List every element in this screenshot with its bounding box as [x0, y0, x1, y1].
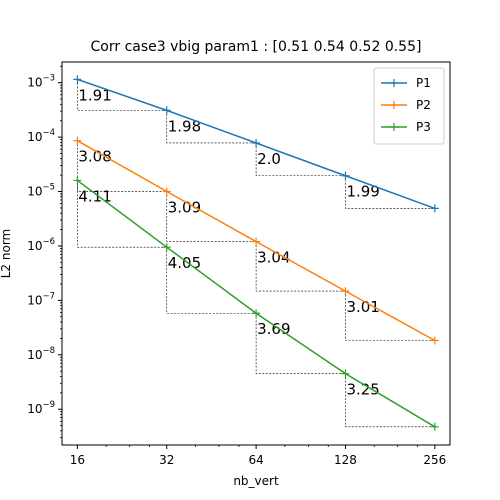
- data-point: [162, 187, 171, 196]
- y-tick-label: 10−4: [27, 128, 55, 144]
- y-tick-label: 10−3: [27, 74, 55, 90]
- legend-box: [373, 67, 445, 145]
- slope-triangle: [345, 175, 435, 209]
- slope-label: 3.09: [168, 199, 201, 217]
- slope-triangle: [345, 291, 435, 341]
- plot-area: 1.91 1.98 2.0 1.99 3.08 3.09 3.04 3.01 4.11 4.05 3…: [73, 75, 439, 431]
- slope-triangle: [166, 247, 257, 314]
- data-point: [341, 171, 350, 180]
- x-tick-label: 256: [423, 453, 446, 467]
- data-point: [73, 75, 82, 84]
- y-tick-label: 10−9: [27, 400, 55, 416]
- slope-triangle: [77, 180, 167, 248]
- chart-title: Corr case3 vbig param1 : [0.51 0.54 0.52…: [91, 39, 422, 55]
- data-point: [341, 369, 350, 378]
- legend-marker: [390, 101, 398, 109]
- slope-label: 1.91: [78, 86, 111, 104]
- data-point: [252, 309, 261, 318]
- legend-label: P1: [416, 76, 431, 90]
- x-tick-label: 16: [70, 453, 85, 467]
- slope-triangle: [255, 142, 346, 177]
- slope-triangle: [166, 191, 257, 242]
- x-tick-label: 64: [248, 453, 263, 467]
- series-line-P3: [76, 179, 436, 428]
- data-point: [430, 336, 439, 345]
- slope-label: 3.04: [257, 249, 290, 267]
- slope-label: 1.98: [168, 117, 201, 135]
- data-point: [341, 287, 350, 296]
- slope-label: 1.99: [346, 183, 379, 201]
- slope-triangle: [255, 241, 346, 292]
- slope-label: 4.11: [78, 187, 111, 205]
- slope-label: 3.69: [257, 320, 290, 338]
- y-tick-label: 10−8: [27, 346, 55, 362]
- x-tick-label: 128: [334, 453, 357, 467]
- axis-ticks: 16 32 64 128 256 10−9 10−8 10−7 10−6 10−5 10−4 10−3: [27, 65, 446, 467]
- y-tick-label: 10−5: [27, 183, 55, 199]
- data-point: [252, 237, 261, 246]
- x-tick-label: 32: [159, 453, 174, 467]
- legend-label: P2: [416, 98, 431, 112]
- legend-label: P3: [416, 120, 431, 134]
- slope-triangle: [345, 373, 435, 428]
- x-axis-label: nb_vert: [233, 474, 279, 488]
- slope-triangle: [166, 110, 257, 144]
- data-point: [430, 422, 439, 431]
- y-tick-label: 10−6: [27, 237, 55, 253]
- y-axis-label: L2 norm: [0, 229, 13, 279]
- data-point: [430, 204, 439, 213]
- slope-label: 3.25: [346, 381, 379, 399]
- slope-label: 4.05: [168, 254, 201, 272]
- slope-label: 2.0: [257, 150, 281, 168]
- y-tick-label: 10−7: [27, 291, 55, 307]
- legend-marker: [390, 123, 398, 131]
- slope-label: 3.08: [78, 148, 111, 166]
- data-point: [162, 106, 171, 115]
- data-point: [162, 243, 171, 252]
- legend-marker: [390, 79, 398, 87]
- data-point: [252, 138, 261, 147]
- slope-triangle: [255, 313, 346, 374]
- slope-label: 3.01: [346, 298, 379, 316]
- data-point: [73, 176, 82, 185]
- legend: P1 P2 P3: [373, 67, 445, 145]
- data-point: [73, 136, 82, 145]
